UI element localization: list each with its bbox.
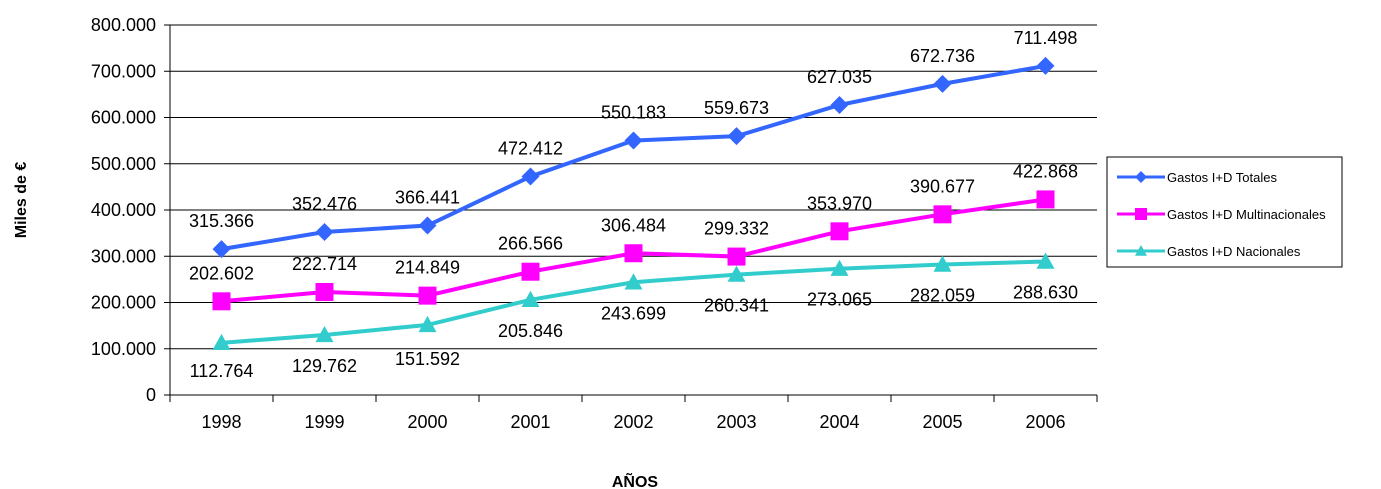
x-tick-label: 1999 xyxy=(304,412,344,432)
data-point-square xyxy=(1036,190,1055,209)
data-label: 243.699 xyxy=(601,303,666,323)
x-tick-label: 2004 xyxy=(819,412,859,432)
data-label: 273.065 xyxy=(807,290,872,310)
data-label: 266.566 xyxy=(498,234,563,254)
legend: Gastos I+D Totales Gastos I+D Multinacion… xyxy=(1106,156,1343,268)
data-point-diamond xyxy=(418,216,437,235)
data-label: 214.849 xyxy=(395,258,460,278)
data-label: 288.630 xyxy=(1013,283,1078,303)
data-point-diamond xyxy=(1135,171,1147,183)
data-point-square xyxy=(624,244,643,263)
series-1 xyxy=(212,190,1055,311)
data-label: 299.332 xyxy=(704,219,769,239)
legend-label: Gastos I+D Totales xyxy=(1167,170,1277,185)
data-label: 711.498 xyxy=(1014,28,1078,48)
data-label: 352.476 xyxy=(292,194,357,214)
legend-label: Gastos I+D Nacionales xyxy=(1167,244,1301,259)
data-point-diamond xyxy=(624,131,643,150)
data-point-triangle xyxy=(727,265,746,282)
axes xyxy=(164,24,1098,402)
data-point-triangle xyxy=(521,290,540,307)
data-point-triangle xyxy=(418,315,437,333)
data-point-triangle xyxy=(212,333,231,351)
x-axis-title: AÑOS xyxy=(612,471,659,489)
y-tick-label: 700.000 xyxy=(91,61,156,81)
data-labels-group: 315.366 352.476 366.441 472.412 550.183 559.6… xyxy=(189,28,1078,381)
data-label: 151.592 xyxy=(395,349,460,369)
data-point-square xyxy=(727,247,746,266)
data-label: 112.764 xyxy=(190,361,254,381)
x-tick-label: 2005 xyxy=(922,412,962,432)
x-tick-label: 2006 xyxy=(1025,412,1065,432)
y-tick-label: 800.000 xyxy=(91,15,156,35)
data-point-square xyxy=(212,292,231,311)
data-point-square xyxy=(933,205,952,224)
y-tick-label: 500.000 xyxy=(91,154,156,174)
data-label: 559.673 xyxy=(704,98,769,118)
data-label: 282.059 xyxy=(910,286,975,306)
x-tick-labels: 1998 1999 2000 2001 2002 2003 2004 2005 2006 xyxy=(201,412,1065,432)
legend-label: Gastos I+D Multinacionales xyxy=(1167,207,1326,222)
data-point-diamond xyxy=(727,127,746,146)
data-point-triangle xyxy=(1135,245,1147,256)
legend-box xyxy=(1106,156,1343,268)
y-tick-label: 400.000 xyxy=(91,200,156,220)
y-tick-labels: 0 100.000 200.000 300.000 400.000 500.000 600.… xyxy=(91,15,156,405)
series-2 xyxy=(212,252,1055,351)
legend-item: Gastos I+D Totales xyxy=(1117,170,1277,185)
data-point-triangle xyxy=(830,259,849,276)
data-label: 306.484 xyxy=(601,215,666,235)
y-tick-label: 200.000 xyxy=(91,293,156,313)
y-tick-label: 600.000 xyxy=(91,108,156,128)
data-point-triangle xyxy=(1036,252,1055,269)
x-tick-label: 2002 xyxy=(613,412,653,432)
data-label: 422.868 xyxy=(1013,161,1078,181)
legend-item: Gastos I+D Nacionales xyxy=(1117,244,1301,259)
data-label: 627.035 xyxy=(807,67,872,87)
data-point-square xyxy=(418,286,437,305)
data-point-diamond xyxy=(315,222,334,241)
x-tick-label: 1998 xyxy=(201,412,241,432)
data-label: 202.602 xyxy=(189,263,254,283)
y-tick-label: 300.000 xyxy=(91,246,156,266)
data-label: 550.183 xyxy=(601,103,666,123)
data-label: 315.366 xyxy=(189,211,254,231)
data-point-square xyxy=(521,262,540,281)
data-label: 205.846 xyxy=(498,321,563,341)
series-0 xyxy=(212,56,1055,259)
data-point-square xyxy=(830,222,849,241)
data-point-diamond xyxy=(521,167,540,186)
data-label: 366.441 xyxy=(395,188,460,208)
data-point-square xyxy=(1135,208,1147,220)
data-label: 672.736 xyxy=(910,46,975,66)
data-point-diamond xyxy=(830,95,849,114)
data-point-square xyxy=(315,282,334,301)
y-tick-label: 0 xyxy=(146,385,156,405)
y-axis-title: Miles de € xyxy=(13,162,30,239)
data-point-triangle xyxy=(315,325,334,343)
x-tick-label: 2000 xyxy=(407,412,447,432)
data-point-diamond xyxy=(1036,56,1055,75)
data-label: 222.714 xyxy=(292,254,357,274)
data-point-triangle xyxy=(624,273,643,290)
data-label: 129.762 xyxy=(292,356,357,376)
data-point-triangle xyxy=(933,255,952,272)
data-point-diamond xyxy=(933,74,952,93)
series-group xyxy=(212,56,1055,351)
x-tick-label: 2003 xyxy=(716,412,756,432)
data-label: 260.341 xyxy=(704,296,769,316)
data-label: 353.970 xyxy=(807,193,872,213)
data-label: 472.412 xyxy=(498,139,563,159)
data-label: 390.677 xyxy=(910,176,975,196)
x-tick-label: 2001 xyxy=(510,412,550,432)
legend-item: Gastos I+D Multinacionales xyxy=(1117,207,1326,222)
y-tick-label: 100.000 xyxy=(91,339,156,359)
data-point-diamond xyxy=(212,240,231,259)
